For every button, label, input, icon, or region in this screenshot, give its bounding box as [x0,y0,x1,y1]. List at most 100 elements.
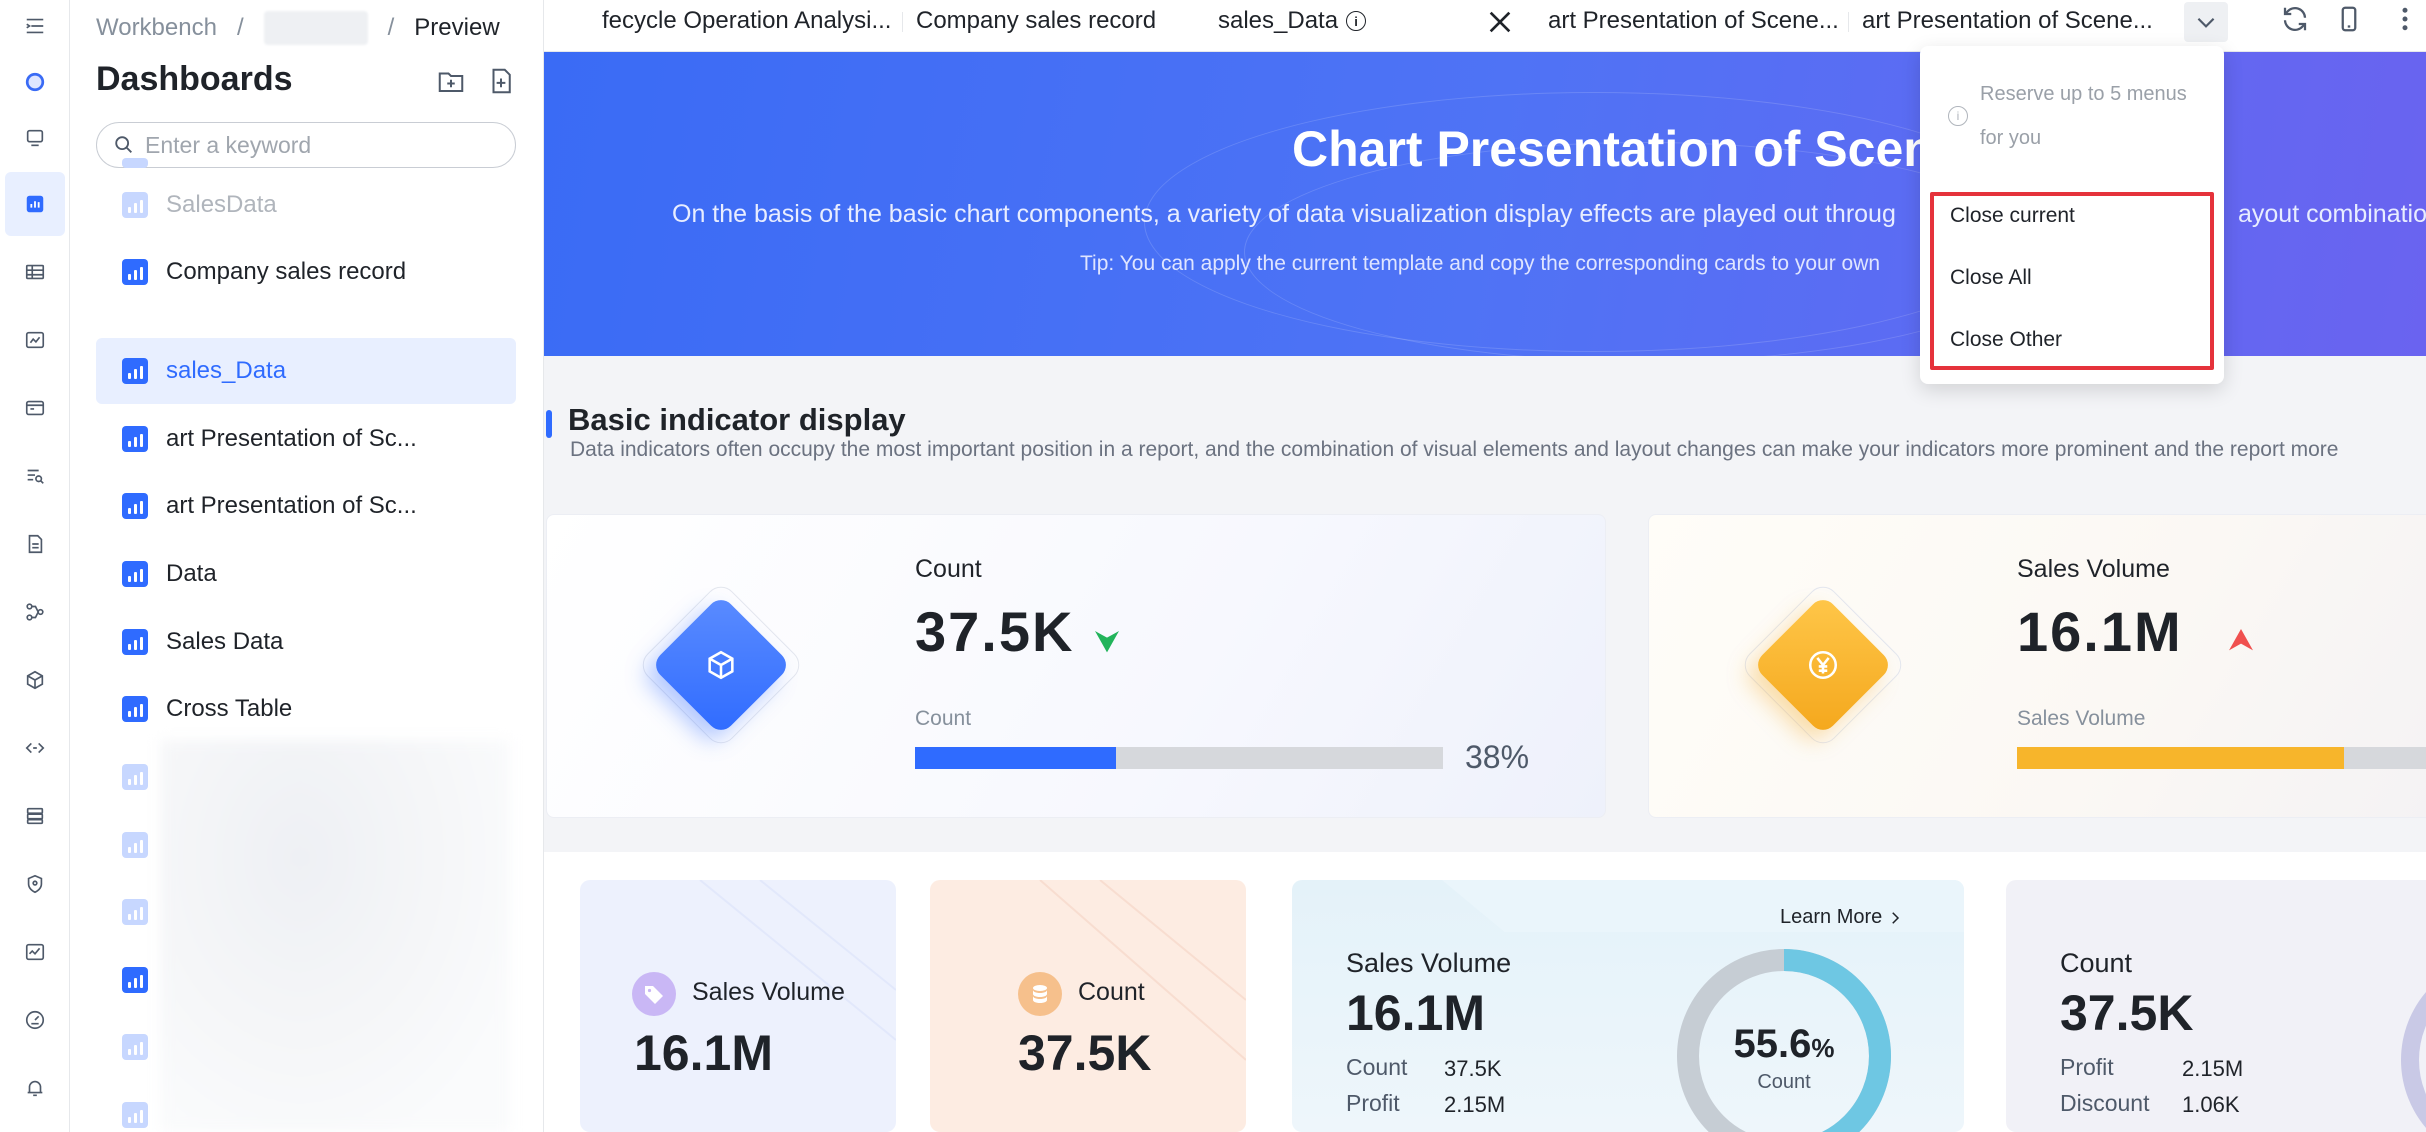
mini-card-value: 37.5K [1018,1025,1152,1081]
list-item[interactable]: Company sales record [96,239,516,305]
screen-icon[interactable] [15,388,55,428]
monitor-icon[interactable] [15,118,55,158]
list-item[interactable]: art Presentation of Sc... [96,473,516,539]
monitoring-icon[interactable] [15,932,55,972]
tab[interactable]: Company sales record [916,0,1176,42]
search-input[interactable] [145,131,505,159]
last-card-label: Count [2060,948,2133,978]
list-item[interactable]: art Presentation of Sc... [96,406,516,472]
kpi-card-sales-volume[interactable]: Sales Volume 16.1M Sales Volume [1648,514,2426,818]
ring-value: 55.6 [1733,1022,1812,1066]
mini-card-sales-volume[interactable]: Sales Volume 16.1M [580,880,896,1132]
info-icon[interactable]: i [1346,11,1367,31]
table-icon[interactable] [15,252,55,292]
dashboard-icon [122,832,148,858]
list-item-active[interactable]: sales_Data [96,338,516,404]
close-current-item[interactable]: Close current [1950,204,2075,227]
close-all-item[interactable]: Close All [1950,266,2032,289]
document-icon[interactable] [15,524,55,564]
tab-label: Company sales record [916,7,1157,34]
new-folder-icon[interactable] [436,66,466,96]
dashboard-icon [122,1102,148,1128]
search-icon [115,136,132,153]
tab[interactable]: art Presentation of Scene... [1548,0,1838,42]
cube-icon [699,643,743,687]
alert-icon[interactable] [15,1068,55,1108]
list-item-partial[interactable] [96,148,516,168]
security-icon[interactable] [15,864,55,904]
kpi-label: Count [915,555,982,583]
refresh-icon[interactable] [2280,4,2310,34]
banner-tip: Tip: You can apply the current template … [1080,252,1881,275]
tab[interactable]: fecycle Operation Analysi... [602,0,894,42]
ring-center: 55.6% Count [1716,1022,1852,1094]
info-icon: i [1948,106,1968,126]
embed-icon[interactable] [15,728,55,768]
tab-overflow-button[interactable] [2184,2,2228,42]
list-item[interactable]: Cross Table [96,676,516,742]
ring-card[interactable]: Learn More Sales Volume 16.1M Count 37.5… [1292,880,1964,1132]
list-item-label: Data [166,560,217,587]
stat-value: 37.5K [1444,1056,1502,1081]
learn-more-link[interactable]: Learn More [1780,906,1904,929]
flow-icon[interactable] [15,592,55,632]
dashboard-icon [122,192,148,218]
mini-card-value: 16.1M [634,1025,773,1081]
section-title: Basic indicator display [568,402,906,437]
breadcrumb-redacted[interactable] [263,11,368,45]
list-item-label: Sales Data [166,628,284,655]
card-texture [699,880,896,1041]
last-card-value: 37.5K [2060,985,2194,1041]
stat-label: Profit [1346,1090,1400,1116]
close-other-item[interactable]: Close Other [1950,328,2063,351]
list-item-redacted[interactable] [96,879,516,945]
kpi-card-count[interactable]: Count 37.5K Count 38% [546,514,1606,818]
kpi-label: Sales Volume [2017,555,2170,583]
more-icon[interactable] [2390,4,2420,34]
dashboard-icon [122,967,148,993]
search-box[interactable] [96,122,516,168]
breadcrumb-root[interactable]: Workbench [96,14,217,41]
database-icon[interactable] [15,796,55,836]
dashboard-icon [122,629,148,655]
list-item[interactable]: Sales Data [96,609,516,675]
list-item-redacted[interactable] [96,1082,516,1132]
list-item[interactable]: Data [96,541,516,607]
dashboard-icon [122,561,148,587]
cube-icon[interactable] [15,660,55,700]
tab-close-icon[interactable] [1484,6,1516,38]
line-chart-icon[interactable] [15,320,55,360]
new-dashboard-icon[interactable] [486,66,516,96]
dashboard-nav-icon[interactable] [5,172,65,236]
highlight-box [1930,192,2214,370]
dashboard-icon [122,358,148,384]
menu-tip: Reserve up to 5 menus for you [1980,83,2187,149]
list-item-redacted[interactable] [96,812,516,878]
mobile-preview-icon[interactable] [2334,4,2364,34]
banner-subtitle: On the basis of the basic chart componen… [672,200,1896,228]
menu-toggle-icon[interactable] [15,6,55,46]
mini-card-count[interactable]: Count 37.5K [930,880,1246,1132]
gauge-icon[interactable] [15,1000,55,1040]
list-item-label: art Presentation of Sc... [166,425,417,452]
kpi-bar-label: Count [915,707,972,730]
chevron-down-icon [2197,17,2215,28]
list-item[interactable]: SalesData [96,172,516,238]
breadcrumb-separator: / [236,14,244,41]
list-item-redacted[interactable] [96,744,516,810]
tab-active[interactable]: sales_Data i [1218,0,1398,42]
learn-more-label: Learn More [1780,906,1883,928]
list-item-label: Cross Table [166,695,293,722]
list-item-redacted[interactable] [96,947,516,1013]
workspace-avatar-icon[interactable] [15,62,55,102]
query-icon[interactable] [15,456,55,496]
tab[interactable]: art Presentation of Scene... [1862,0,2158,42]
ring-unit: % [1811,1033,1835,1063]
yen-icon [1801,643,1845,687]
trend-up-icon [2225,621,2257,658]
kpi-value: 37.5K [915,600,1075,663]
list-item-redacted[interactable] [96,1014,516,1080]
icon-rail [0,0,70,1132]
chevron-right-icon [1892,911,1900,924]
last-card[interactable]: Count 37.5K Profit 2.15M Discount 1.06K [2006,880,2426,1132]
